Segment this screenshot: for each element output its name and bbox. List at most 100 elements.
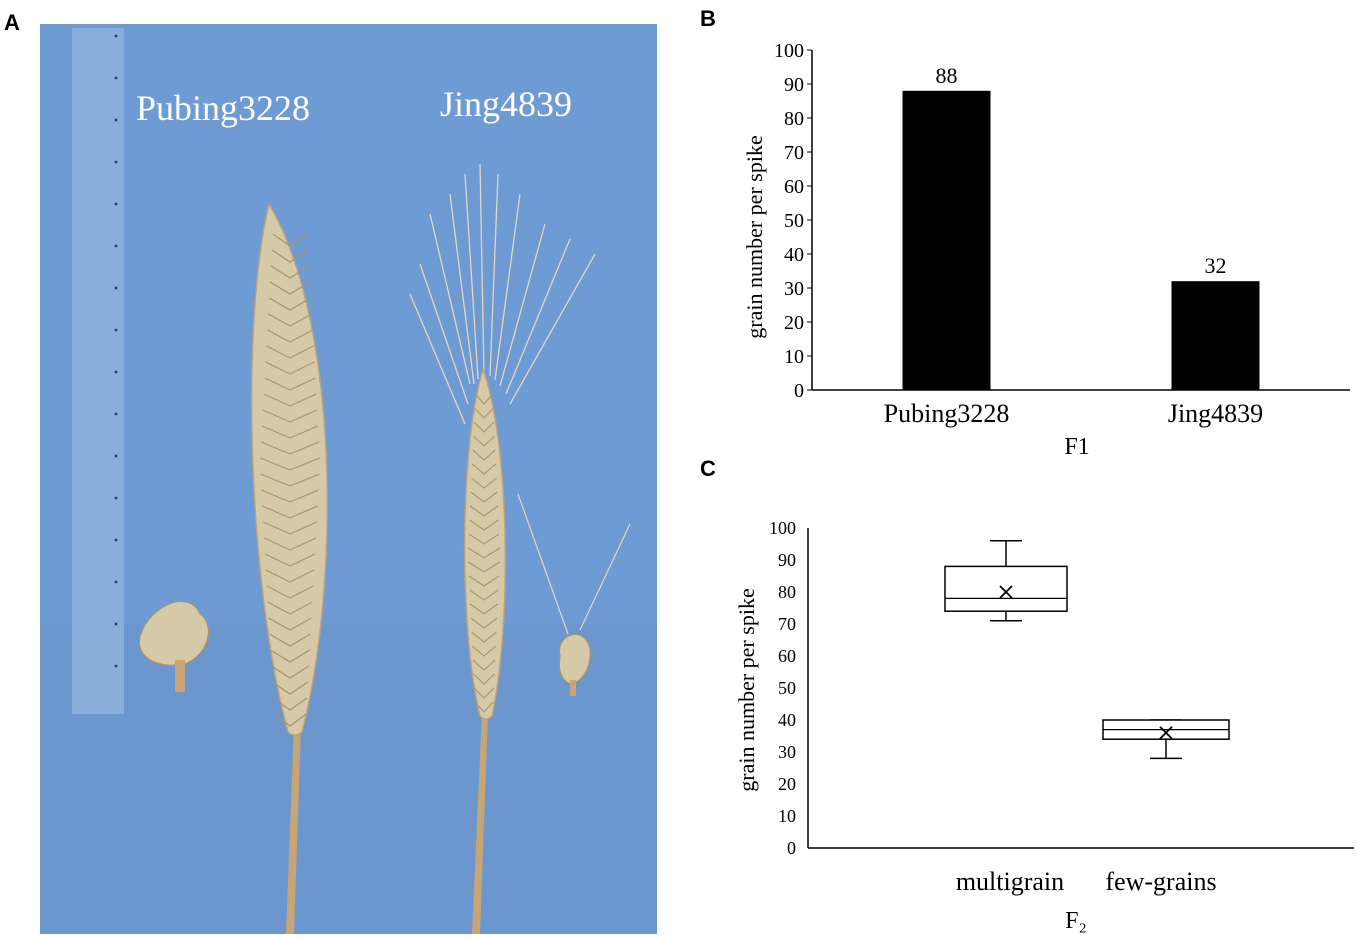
spikelet-line [268,313,312,327]
photo-label-pubing3228: Pubing3228 [136,88,310,128]
spikelet-line [470,491,498,503]
ruler-tick [114,76,118,80]
ruler-tick [114,328,118,332]
ruler-tick [114,538,118,542]
bar-chart: 0 10 20 30 40 50 60 70 80 90 100 88 Pubing3228 32 Jing… [742,40,1350,460]
bar-category-label: Pubing3228 [884,399,1010,428]
bar-data-label: 88 [936,63,958,88]
spikelet-line [471,463,497,475]
ruler-tick [114,412,118,416]
spikelet-line [266,585,314,599]
bar-chart-ytick-label: 0 [794,380,804,402]
spikelet-line [261,489,319,503]
spikelet-line [265,569,315,583]
spikelet-line [468,575,500,587]
spikelet-line [270,649,310,663]
spikelet-lines-pubing3228 [260,233,320,727]
spikelet-line [472,435,496,447]
spikelet-line [265,361,315,375]
box-category-label: few-grains [1105,867,1216,896]
spikelet-lines-jing4839 [467,393,501,713]
stem-pubing3228 [286,724,301,934]
spikelet-line [468,561,500,573]
spikelet-line [263,393,317,407]
ruler-tick [114,286,118,290]
ruler-tick [114,34,118,38]
bar-chart-ytick-label: 30 [784,278,804,300]
panel-label-b: B [700,6,716,31]
ruler-ticks [114,34,118,668]
bar-chart-ytick-label: 20 [784,312,804,334]
spikelet-line [470,617,498,629]
spikelet-line [473,673,495,685]
box-plot-chart: 0 10 20 30 40 50 60 70 80 90 100 multigrain few-grai… [734,518,1354,934]
box-plot-xlabel: F₂ [1065,908,1087,934]
spikelet-line [266,345,314,359]
ruler-tick [114,454,118,458]
ruler-tick [114,160,118,164]
ruler-tick [114,580,118,584]
spikelet-line [467,547,501,559]
spikelet-line [473,421,495,433]
box-category-label: multigrain [956,867,1064,896]
bar [1171,281,1260,390]
awns-jing4839 [409,163,596,425]
spikelet-line [264,553,316,567]
small-spike-jing4839 [517,493,631,696]
photo-shading [40,624,657,934]
spikelet-line [271,681,309,695]
ruler-tick [114,664,118,668]
spikelet-line [472,449,496,461]
spikelet-line [267,329,313,343]
spikelet-line [469,505,499,517]
spikelet-line [271,249,309,263]
spikelet-line [474,701,494,713]
spikelet-line [474,393,494,405]
ruler-tick [114,244,118,248]
spikelet-line [267,601,313,615]
spikelet-line [469,603,499,615]
box-plot-ylabel: grain number per spike [734,588,759,791]
spikelet-line [264,377,316,391]
photo-label-jing4839: Jing4839 [440,84,572,124]
box-plot-ytick-label: 40 [778,710,796,730]
box-plot-ytick-label: 10 [778,806,796,826]
bar-chart-ytick-label: 80 [784,108,804,130]
ruler-tick [114,496,118,500]
box-body [944,565,1068,612]
spikelet-line [474,407,494,419]
spikelet-line [260,457,320,471]
stem-jing4839 [472,712,488,934]
spikelet-line [473,687,495,699]
bar-chart-ytick-label: 40 [784,244,804,266]
spikelet-line [260,441,320,455]
box-few-grains [1102,719,1230,760]
spikelet-line [268,297,312,311]
bar-data-label: 32 [1205,253,1227,278]
box-plot-ytick-label: 20 [778,774,796,794]
bar-chart-ytick-label: 100 [774,40,804,62]
spikelet-line [472,659,496,671]
spikelet-line [471,477,497,489]
bar-chart-ylabel: grain number per spike [742,135,767,338]
bar-chart-ytick-label: 60 [784,176,804,198]
spikelet-line [468,533,500,545]
ruler-tick [114,622,118,626]
spikelet-line [262,521,318,535]
box-plot-ytick-label: 50 [778,678,796,698]
ruler-tick [114,370,118,374]
box-plot-ytick-label: 30 [778,742,796,762]
bar [902,90,991,391]
wheat-spike-photo: Pubing3228 Jing4839 [40,24,657,934]
spikelet-line [262,505,318,519]
box-plot-ytick-label: 70 [778,614,796,634]
spikelet-line [269,633,311,647]
spikelet-line [270,665,310,679]
small-spike-pubing3228 [138,600,209,692]
spikelet-line [270,265,310,279]
spikelet-line [471,631,497,643]
box-mean-marker [1159,726,1173,740]
bar-chart-ytick-label: 10 [784,346,804,368]
bar-chart-xlabel: F1 [1064,434,1089,460]
bar-category-label: Jing4839 [1168,399,1263,428]
